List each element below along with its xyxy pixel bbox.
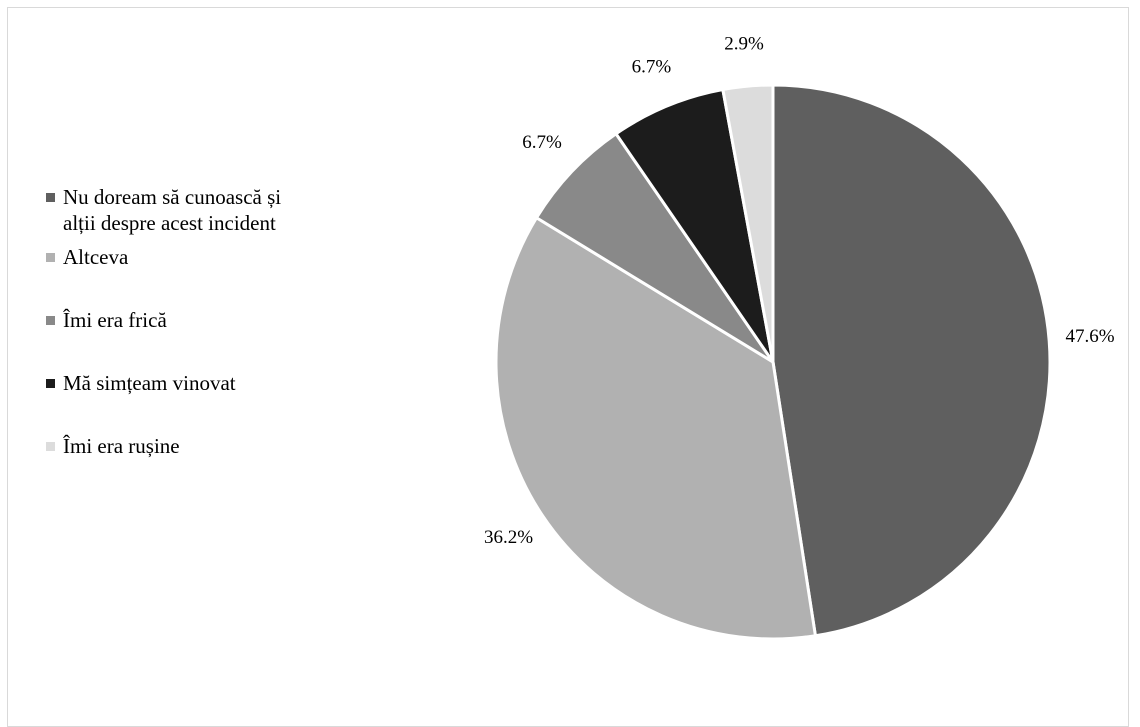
pie-slice [771,83,1052,638]
pie-data-label: 6.7% [632,57,672,78]
legend-swatch [46,442,55,451]
pie-data-label: 47.6% [1066,326,1115,347]
legend-swatch [46,253,55,262]
pie-slice [535,132,775,364]
pie-data-label: 36.2% [484,527,533,548]
legend-label-line-2: alții despre acest incident [63,211,276,235]
legend-label: Îmi era frică [63,308,167,332]
pie-data-label: 6.7% [522,132,562,153]
legend-item-imi-era-rusine: Îmi era rușine [46,433,376,496]
legend-label: Îmi era rușine [63,434,180,458]
pie-slice [721,83,775,364]
pie-slices [494,83,1052,641]
legend: Nu doream să cunoască și alții despre ac… [46,184,376,496]
legend-swatch [46,316,55,325]
pie-chart: 47.6% 36.2% 6.7% 6.7% 2.9% [484,34,1115,641]
legend-swatch [46,379,55,388]
legend-label: Mă simțeam vinovat [63,371,236,395]
pie-slice [614,88,775,364]
pie-data-label: 2.9% [724,34,764,55]
pie-slice [494,216,817,641]
pie-data-labels: 47.6% 36.2% 6.7% 6.7% 2.9% [484,34,1115,548]
legend-item-imi-era-frica: Îmi era frică [46,307,376,370]
legend-item-altceva: Altceva [46,244,376,307]
legend-item-ma-simteam-vinovat: Mă simțeam vinovat [46,370,376,433]
legend-label: Nu doream să cunoască și [63,185,282,209]
legend-label: Altceva [63,245,129,269]
legend-swatch [46,193,55,202]
legend-item-nu-doream: Nu doream să cunoască și alții despre ac… [46,184,376,244]
